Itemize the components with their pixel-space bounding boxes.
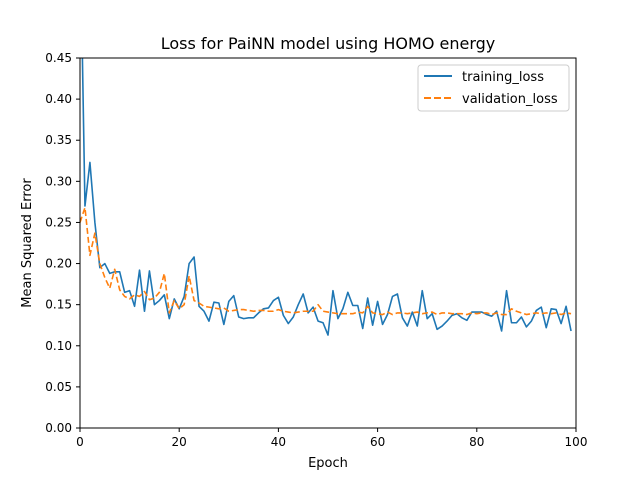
- x-tick-label: 100: [565, 435, 588, 449]
- x-tick-label: 60: [370, 435, 385, 449]
- x-tick-label: 80: [469, 435, 484, 449]
- legend-label-training-loss: training_loss: [462, 70, 544, 85]
- x-tick-label: 40: [271, 435, 286, 449]
- y-axis-label: Mean Squared Error: [20, 178, 35, 308]
- y-tick-label: 0.45: [45, 51, 72, 65]
- y-tick-label: 0.35: [45, 133, 72, 147]
- y-tick-label: 0.05: [45, 380, 72, 394]
- y-tick-label: 0.15: [45, 298, 72, 312]
- y-tick-label: 0.00: [45, 421, 72, 435]
- chart-title: Loss for PaiNN model using HOMO energy: [161, 34, 496, 53]
- legend: training_loss validation_loss: [417, 64, 570, 112]
- series-line-training-loss: [81, 58, 572, 336]
- y-tick-label: 0.25: [45, 215, 72, 229]
- y-tick-label: 0.20: [45, 257, 72, 271]
- plot-frame: [79, 57, 577, 429]
- legend-box: [417, 64, 570, 112]
- y-tick-label: 0.10: [45, 339, 72, 353]
- series-layer: [80, 58, 572, 336]
- x-axis: 0 20 40 60 80 100: [76, 428, 587, 449]
- x-tick-label: 0: [76, 435, 84, 449]
- x-tick-label: 20: [172, 435, 187, 449]
- y-axis: 0.00 0.05 0.10 0.15 0.20 0.25 0.30 0.35 0.40 0.45: [45, 51, 80, 435]
- y-tick-label: 0.30: [45, 174, 72, 188]
- legend-label-validation-loss: validation_loss: [462, 92, 558, 107]
- y-tick-label: 0.40: [45, 92, 72, 106]
- series-line-validation-loss: [80, 206, 572, 316]
- x-axis-label: Epoch: [308, 456, 348, 471]
